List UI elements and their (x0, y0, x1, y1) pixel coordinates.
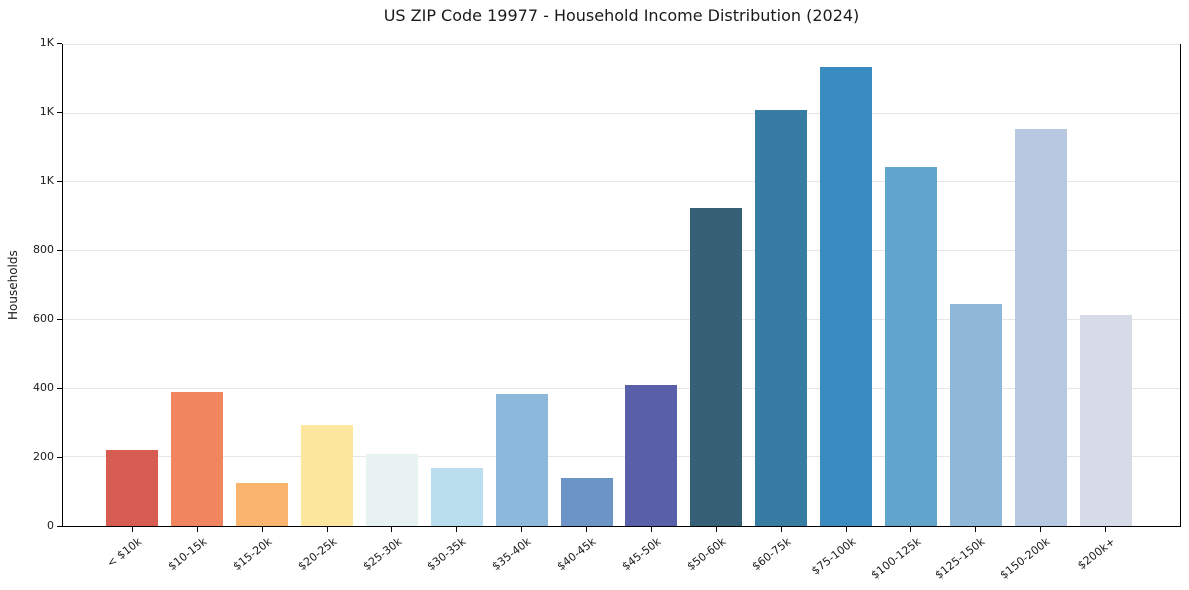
x-tick-mark (196, 527, 198, 532)
x-tick-label-text: $200k+ (1075, 535, 1118, 573)
bar-$150-200k (1014, 129, 1067, 526)
bar-slot (879, 45, 944, 526)
gridline-y400 (63, 387, 1180, 389)
bar-slot (554, 45, 619, 526)
y-tick-mark (57, 250, 62, 251)
bar-$15-20k (236, 483, 289, 526)
x-tick-mark (1040, 527, 1042, 532)
bar-$30-35k (430, 467, 483, 526)
gridline-y600 (63, 318, 1180, 320)
bar-slot (943, 45, 1008, 526)
bar-$40-45k (560, 477, 613, 526)
x-tick-mark (910, 527, 912, 532)
y-tick-mark (57, 388, 62, 389)
bar-slot (424, 45, 489, 526)
x-tick-mark (845, 527, 847, 532)
y-tick-mark (57, 319, 62, 320)
y-tick-label: 400 (33, 381, 54, 394)
bar-slot (230, 45, 295, 526)
x-tick-mark (261, 527, 263, 532)
y-tick-mark (57, 43, 62, 44)
x-tick-mark (780, 527, 782, 532)
y-tick-label: 1K (39, 174, 54, 187)
x-tick-mark (1105, 527, 1107, 532)
x-tick-mark (456, 527, 458, 532)
bar-slot (684, 45, 749, 526)
bar-slot (619, 45, 684, 526)
bar-slot (749, 45, 814, 526)
y-tick-mark (57, 526, 62, 527)
x-tick-mark (715, 527, 717, 532)
bar-slot (1008, 45, 1073, 526)
bar-slot (295, 45, 360, 526)
bar-$50-60k (690, 208, 743, 526)
x-tick-mark (521, 527, 523, 532)
bar-$60-75k (755, 110, 808, 526)
bar-$200k+ (1079, 314, 1132, 526)
bar-slot (814, 45, 879, 526)
bar-$35-40k (495, 393, 548, 526)
plot-area (62, 44, 1181, 527)
bar-slot (100, 45, 165, 526)
bar-$75-100k (820, 67, 873, 526)
y-tick-mark (57, 457, 62, 458)
gridline-y200 (63, 456, 1180, 458)
x-tick-label: $200k+ (950, 535, 1117, 572)
bars-container (63, 45, 1180, 526)
bar-$100-125k (884, 166, 937, 526)
bar-$10-15k (171, 392, 224, 526)
bar-$45-50k (625, 385, 678, 526)
bar-slot (360, 45, 425, 526)
bar-$125-150k (949, 304, 1002, 526)
y-tick-label: 0 (47, 519, 54, 532)
gridline-y800 (63, 250, 1180, 252)
x-tick-mark (391, 527, 393, 532)
gridline-y1400 (63, 44, 1180, 45)
y-tick-label: 200 (33, 450, 54, 463)
bar-$25-30k (365, 453, 418, 526)
y-tick-label: 800 (33, 243, 54, 256)
bar-$20-25k (301, 424, 354, 526)
y-tick-mark (57, 181, 62, 182)
y-tick-label: 600 (33, 312, 54, 325)
y-tick-label: 1K (39, 105, 54, 118)
x-tick-mark (650, 527, 652, 532)
x-tick-mark (131, 527, 133, 532)
gridline-y1200 (63, 112, 1180, 114)
y-tick-mark (57, 112, 62, 113)
gridline-y1000 (63, 181, 1180, 183)
bar-slot (489, 45, 554, 526)
x-tick-mark (586, 527, 588, 532)
bar-< $10k (106, 450, 159, 526)
y-tick-label: 1K (39, 36, 54, 49)
x-tick-mark (975, 527, 977, 532)
bar-slot (1073, 45, 1138, 526)
chart-title: US ZIP Code 19977 - Household Income Dis… (383, 6, 860, 25)
x-tick-mark (326, 527, 328, 532)
bar-slot (165, 45, 230, 526)
